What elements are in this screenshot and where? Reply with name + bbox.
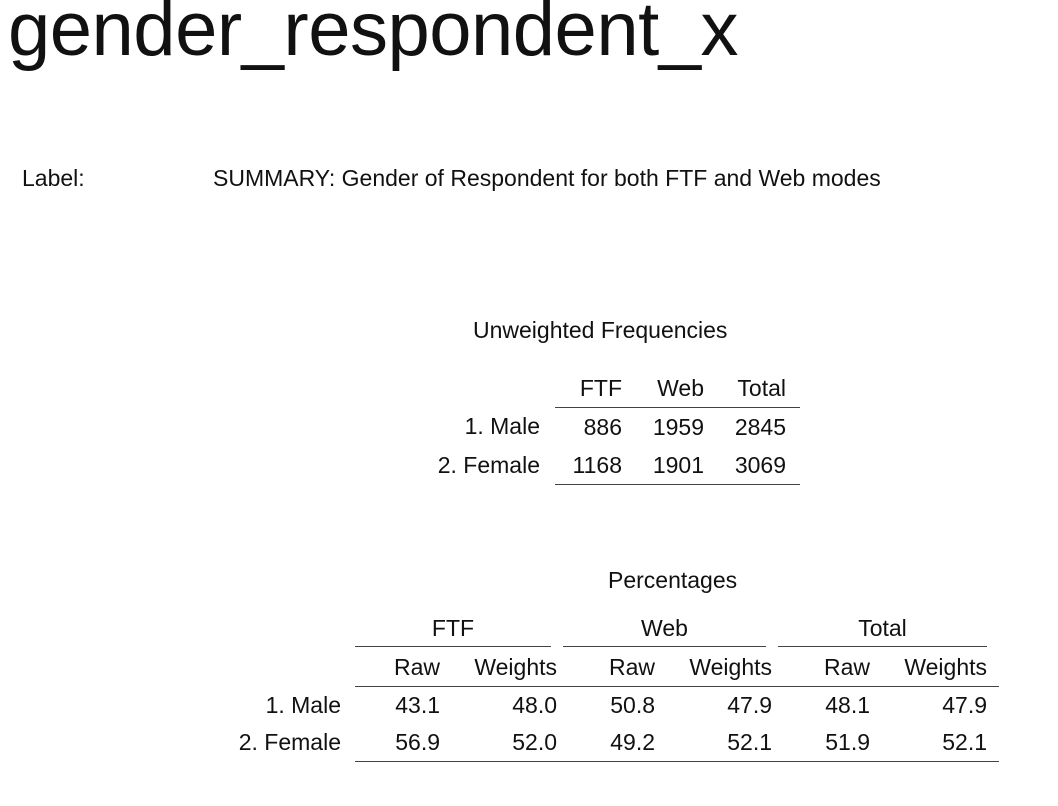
row-label: 2. Female (437, 451, 540, 478)
group-header-label: Total (778, 615, 987, 647)
page-title: gender_respondent_x (8, 0, 738, 72)
cell-value: 1959 (652, 413, 704, 440)
percentages-subheader-row: Raw Weights Raw Weights Raw Weights (0, 649, 999, 687)
cell-value: 50.8 (610, 692, 655, 718)
table-row: 1. Male 43.1 48.0 50.8 47.9 48.1 47.9 (0, 687, 999, 725)
cell-value: 49.2 (557, 724, 655, 762)
group-header-label: FTF (355, 615, 551, 647)
row-label: 2. Female (238, 729, 341, 756)
row-label: 1. Male (265, 691, 341, 718)
row-label-header (0, 649, 355, 687)
percentages-group-row: FTF Web Total (0, 612, 999, 649)
cell-value: 47.9 (727, 692, 772, 718)
col-header-ftf: FTF (555, 369, 622, 408)
cell-value: 48.0 (512, 692, 557, 718)
label-key: Label: (22, 165, 85, 191)
col-header-total: Total (704, 369, 800, 408)
table-row: 1. Male 886 1959 2845 (0, 408, 800, 447)
cell-value: 43.1 (395, 692, 440, 718)
frequencies-table: FTF Web Total 1. Male 886 1959 2845 2. F… (0, 369, 800, 485)
subheader-weights: Weights (655, 649, 772, 687)
table-row: 2. Female 56.9 52.0 49.2 52.1 51.9 52.1 (0, 724, 999, 762)
cell-value: 47.9 (942, 692, 987, 718)
table-row: 2. Female 1168 1901 3069 (0, 446, 800, 485)
cell-value: 52.0 (440, 724, 557, 762)
subheader-raw: Raw (557, 649, 655, 687)
cell-value: 56.9 (355, 724, 440, 762)
cell-value: 3069 (704, 446, 800, 485)
frequencies-header-row: FTF Web Total (0, 369, 800, 408)
cell-value: 1168 (555, 446, 622, 485)
cell-value: 52.1 (870, 724, 999, 762)
group-header-ftf: FTF (355, 612, 557, 649)
cell-value: 1901 (622, 446, 704, 485)
cell-value: 2845 (734, 413, 786, 440)
percentages-table: FTF Web Total Raw Weights Raw Weights Ra… (0, 612, 999, 762)
cell-value: 52.1 (655, 724, 772, 762)
group-header-web: Web (557, 612, 772, 649)
cell-value: 886 (583, 413, 622, 440)
percentages-caption: Percentages (608, 567, 738, 593)
group-header-label: Web (563, 615, 766, 647)
cell-value: 48.1 (825, 692, 870, 718)
row-label-header (0, 612, 355, 649)
label-value: SUMMARY: Gender of Respondent for both F… (213, 165, 881, 191)
row-label: 1. Male (464, 413, 540, 440)
group-header-total: Total (772, 612, 999, 649)
cell-value: 51.9 (772, 724, 870, 762)
subheader-weights: Weights (440, 649, 557, 687)
subheader-raw: Raw (355, 649, 440, 687)
col-header-web: Web (622, 369, 704, 408)
frequencies-caption: Unweighted Frequencies (473, 317, 728, 343)
subheader-weights: Weights (870, 649, 999, 687)
row-label-header (0, 369, 555, 408)
subheader-raw: Raw (772, 649, 870, 687)
